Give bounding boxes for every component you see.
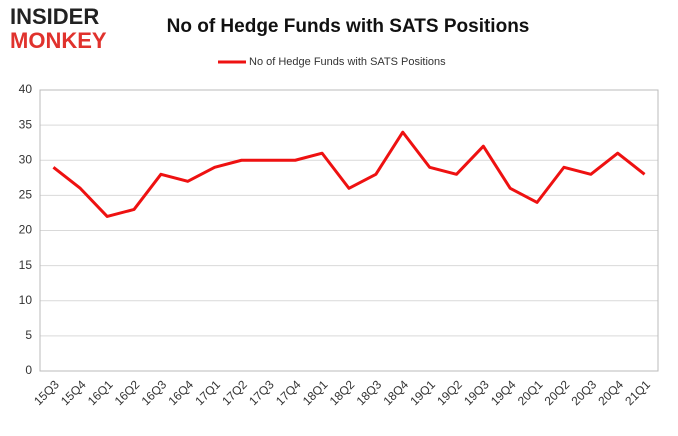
x-tick-label: 16Q4: [165, 377, 196, 408]
x-tick-label: 19Q2: [434, 377, 465, 408]
x-tick-label: 17Q3: [246, 377, 277, 408]
x-tick-label: 18Q1: [300, 377, 331, 408]
x-tick-label: 20Q1: [515, 377, 546, 408]
x-tick-label: 20Q3: [569, 377, 600, 408]
x-tick-label: 17Q2: [219, 377, 250, 408]
logo-top: INSIDER: [10, 4, 99, 29]
x-tick-label: 20Q4: [595, 377, 626, 408]
x-tick-label: 16Q1: [85, 377, 116, 408]
x-tick-label: 18Q4: [380, 377, 411, 408]
y-tick-label: 0: [25, 363, 32, 377]
y-tick-label: 25: [19, 188, 33, 202]
x-tick-label: 16Q2: [112, 377, 143, 408]
x-tick-label: 21Q1: [622, 377, 653, 408]
x-tick-label: 20Q2: [542, 377, 573, 408]
logo-bottom: MONKEY: [10, 28, 107, 53]
x-tick-label: 15Q3: [31, 377, 62, 408]
x-tick-label: 19Q3: [461, 377, 492, 408]
y-tick-label: 40: [19, 82, 33, 96]
x-tick-label: 18Q3: [354, 377, 385, 408]
x-tick-label: 18Q2: [327, 377, 358, 408]
data-line: [52, 130, 646, 218]
y-tick-label: 5: [25, 328, 32, 342]
x-tick-label: 19Q1: [407, 377, 438, 408]
y-tick-label: 10: [19, 293, 33, 307]
y-tick-label: 30: [19, 152, 33, 166]
x-tick-label: 15Q4: [58, 377, 89, 408]
legend-label: No of Hedge Funds with SATS Positions: [249, 56, 446, 68]
x-tick-label: 19Q4: [488, 377, 519, 408]
plot-border: [39, 89, 659, 372]
x-tick-label: 16Q3: [139, 377, 170, 408]
x-tick-label: 17Q4: [273, 377, 304, 408]
y-tick-label: 35: [19, 117, 33, 131]
y-tick-label: 20: [19, 223, 33, 237]
chart-title: No of Hedge Funds with SATS Positions: [167, 16, 530, 37]
y-tick-label: 15: [19, 258, 33, 272]
x-tick-label: 17Q1: [192, 377, 223, 408]
